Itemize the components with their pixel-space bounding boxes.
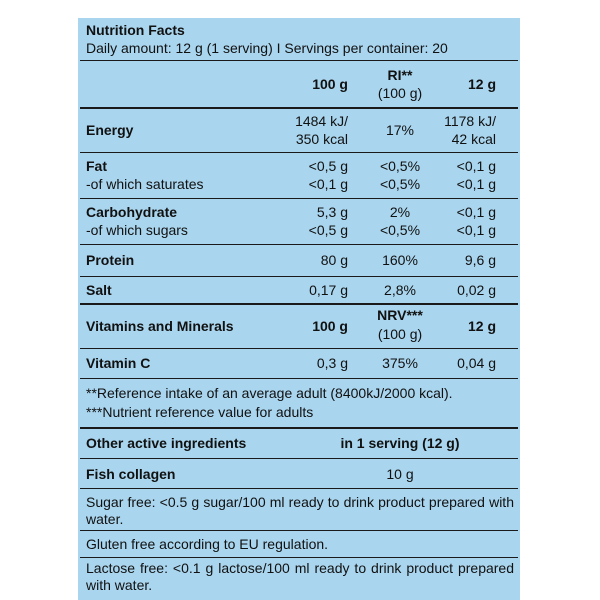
column-header: 100 g xyxy=(312,76,348,92)
cell: <0,5% xyxy=(379,176,421,192)
subtitle: Daily amount: 12 g (1 serving) I Serving… xyxy=(86,40,448,56)
row-label: Protein xyxy=(86,252,135,268)
cell: 160% xyxy=(382,252,418,268)
cell: 2% xyxy=(389,204,411,220)
divider xyxy=(80,244,518,245)
divider xyxy=(80,152,518,153)
divider xyxy=(80,488,518,489)
cell: <0,5 g xyxy=(308,222,348,238)
footnote: **Reference intake of an average adult (… xyxy=(86,385,453,401)
column-header: in 1 serving (12 g) xyxy=(340,435,460,451)
cell: 17% xyxy=(385,122,415,138)
row-label: Salt xyxy=(86,282,112,298)
divider xyxy=(80,458,518,459)
footnote: ***Nutrient reference value for adults xyxy=(86,404,314,420)
cell: 5,3 g xyxy=(316,204,348,220)
column-header: RI** xyxy=(387,67,413,83)
cell: <0,5 g xyxy=(308,158,348,174)
cell: 350 kcal xyxy=(295,131,348,147)
cell: 0,3 g xyxy=(316,355,348,371)
divider xyxy=(80,427,518,429)
cell: 1484 kJ/ xyxy=(295,113,348,129)
cell: 0,04 g xyxy=(457,355,496,371)
note: Lactose free: <0.1 g lactose/100 ml read… xyxy=(86,560,514,593)
divider xyxy=(80,348,518,349)
divider xyxy=(80,530,518,531)
column-header: (100 g) xyxy=(377,326,423,342)
divider xyxy=(80,107,518,109)
column-header: (100 g) xyxy=(377,85,423,101)
note: Gluten free according to EU regulation. xyxy=(86,536,329,552)
cell: <0,1 g xyxy=(456,222,496,238)
cell: <0,1 g xyxy=(456,158,496,174)
cell: 9,6 g xyxy=(464,252,496,268)
row-label: Fat xyxy=(86,158,107,174)
row-label: Carbohydrate xyxy=(86,204,178,220)
cell: <0,5% xyxy=(379,222,421,238)
title: Nutrition Facts xyxy=(86,22,185,38)
cell: <0,1 g xyxy=(456,176,496,192)
section-header: Vitamins and Minerals xyxy=(86,318,234,334)
column-header: 12 g xyxy=(467,76,496,92)
cell: <0,1 g xyxy=(308,176,348,192)
column-header: 100 g xyxy=(312,318,348,334)
row-label: -of which sugars xyxy=(86,222,188,238)
divider xyxy=(80,378,518,379)
divider xyxy=(80,60,518,61)
cell: 80 g xyxy=(320,252,348,268)
row-label: Vitamin C xyxy=(86,355,151,371)
cell: 0,02 g xyxy=(457,282,496,298)
cell: 2,8% xyxy=(384,282,416,298)
cell: 375% xyxy=(382,355,418,371)
row-label: Fish collagen xyxy=(86,466,176,482)
note: Sugar free: <0.5 g sugar/100 ml ready to… xyxy=(86,494,514,527)
cell: 42 kcal xyxy=(451,131,496,147)
cell: <0,5% xyxy=(379,158,421,174)
column-header: 12 g xyxy=(467,318,496,334)
divider xyxy=(80,276,518,277)
row-label: -of which saturates xyxy=(86,176,204,192)
row-label: Energy xyxy=(86,122,134,138)
cell: 1178 kJ/ xyxy=(444,113,496,129)
column-header: NRV*** xyxy=(377,307,423,323)
label-panel xyxy=(78,18,520,600)
divider xyxy=(80,557,518,558)
divider xyxy=(80,303,518,305)
section-header: Other active ingredients xyxy=(86,435,247,451)
cell: 10 g xyxy=(386,466,414,482)
cell: 0,17 g xyxy=(309,282,348,298)
divider xyxy=(80,198,518,199)
cell: <0,1 g xyxy=(456,204,496,220)
